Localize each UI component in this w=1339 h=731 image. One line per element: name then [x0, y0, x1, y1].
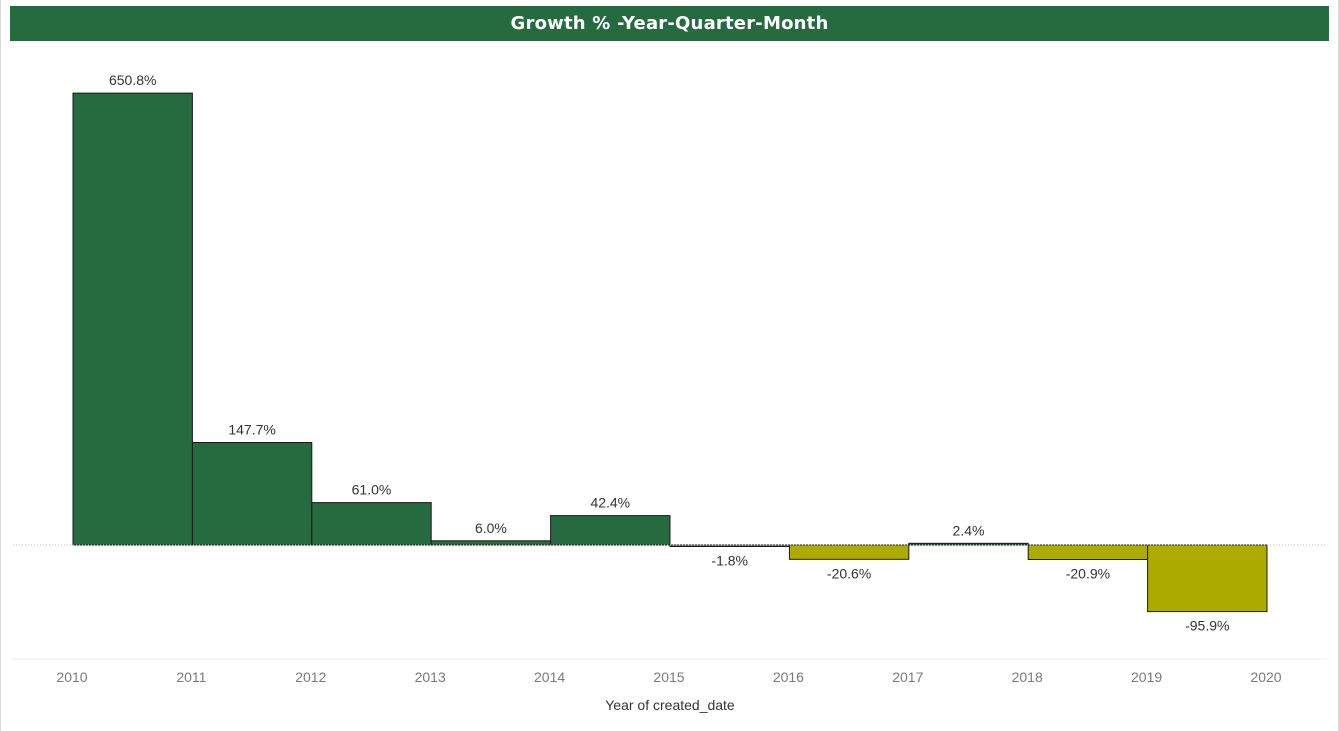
- x-tick-2014: 2014: [534, 669, 565, 685]
- value-label-2011: 147.7%: [228, 422, 275, 438]
- x-tick-2019: 2019: [1131, 669, 1162, 685]
- value-label-2018: -20.9%: [1066, 566, 1110, 582]
- x-tick-2020: 2020: [1250, 669, 1281, 685]
- x-axis-title: Year of created_date: [605, 697, 735, 713]
- bar-2013[interactable]: [430, 540, 552, 546]
- value-label-2013: 6.0%: [475, 520, 507, 536]
- x-tick-2018: 2018: [1012, 669, 1043, 685]
- x-tick-2010: 2010: [56, 669, 87, 685]
- x-tick-labels: 2010 2011 2012 2013 2014 2015 2016 2017 2018 2019…: [56, 669, 1281, 685]
- value-label-2014: 42.4%: [590, 495, 630, 511]
- bar-2010[interactable]: [72, 92, 193, 546]
- title-bar: Growth % -Year-Quarter-Month: [10, 6, 1329, 41]
- value-label-2019: -95.9%: [1185, 618, 1229, 634]
- x-tick-2015: 2015: [653, 669, 684, 685]
- value-label-2010: 650.8%: [109, 72, 156, 88]
- bar-2016[interactable]: [788, 544, 910, 560]
- bar-2017[interactable]: [908, 542, 1029, 546]
- chart-title: Growth % -Year-Quarter-Month: [510, 13, 829, 34]
- x-tick-2016: 2016: [773, 669, 804, 685]
- bar-2015[interactable]: [669, 544, 790, 547]
- bar-2011[interactable]: [191, 442, 313, 546]
- x-tick-2017: 2017: [892, 669, 923, 685]
- value-label-2015: -1.8%: [711, 553, 748, 569]
- bar-2018[interactable]: [1027, 544, 1149, 560]
- value-label-2017: 2.4%: [953, 522, 985, 538]
- value-labels-layer: 650.8% 147.7% 61.0% 6.0% 42.4% -1.8% -20.6% 2.4…: [109, 72, 1230, 634]
- bars-layer: [72, 92, 1268, 613]
- x-tick-2012: 2012: [295, 669, 326, 685]
- x-tick-2011: 2011: [176, 669, 206, 685]
- bar-2014[interactable]: [550, 515, 671, 546]
- value-label-2016: -20.6%: [827, 565, 871, 581]
- value-label-2012: 61.0%: [352, 482, 392, 498]
- bar-2019[interactable]: [1147, 544, 1268, 613]
- bar-2012[interactable]: [311, 502, 432, 546]
- x-tick-2013: 2013: [415, 669, 446, 685]
